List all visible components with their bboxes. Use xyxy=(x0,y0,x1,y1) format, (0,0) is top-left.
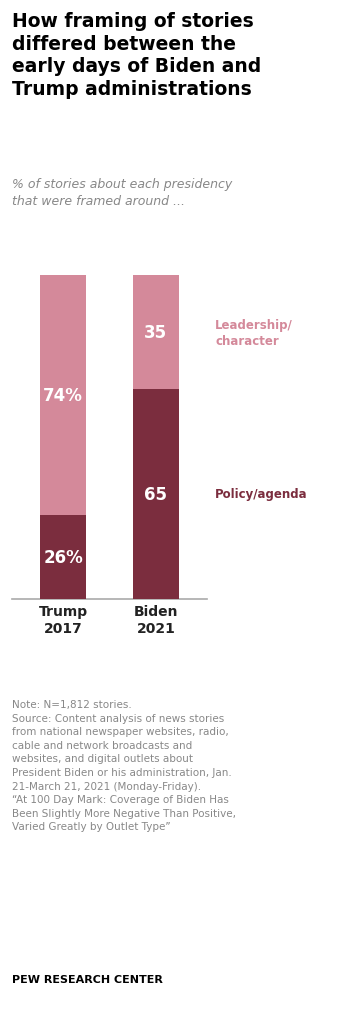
Text: % of stories about each presidency
that were framed around ...: % of stories about each presidency that … xyxy=(12,178,232,208)
Text: Biden
2021: Biden 2021 xyxy=(134,604,178,636)
Bar xyxy=(40,516,86,599)
Text: 26%: 26% xyxy=(43,548,83,567)
Text: How framing of stories
differed between the
early days of Biden and
Trump admini: How framing of stories differed between … xyxy=(12,12,261,99)
Bar xyxy=(40,276,86,516)
Text: PEW RESEARCH CENTER: PEW RESEARCH CENTER xyxy=(12,974,163,984)
Text: Note: N=1,812 stories.
Source: Content analysis of news stories
from national ne: Note: N=1,812 stories. Source: Content a… xyxy=(12,699,236,832)
Bar xyxy=(133,389,179,599)
Text: Trump
2017: Trump 2017 xyxy=(39,604,88,636)
Text: Policy/agenda: Policy/agenda xyxy=(215,488,307,501)
Text: 74%: 74% xyxy=(43,387,83,405)
Text: 65: 65 xyxy=(144,485,167,503)
Bar xyxy=(133,276,179,389)
Text: 35: 35 xyxy=(144,324,167,341)
Text: Leadership/
character: Leadership/ character xyxy=(215,318,293,347)
